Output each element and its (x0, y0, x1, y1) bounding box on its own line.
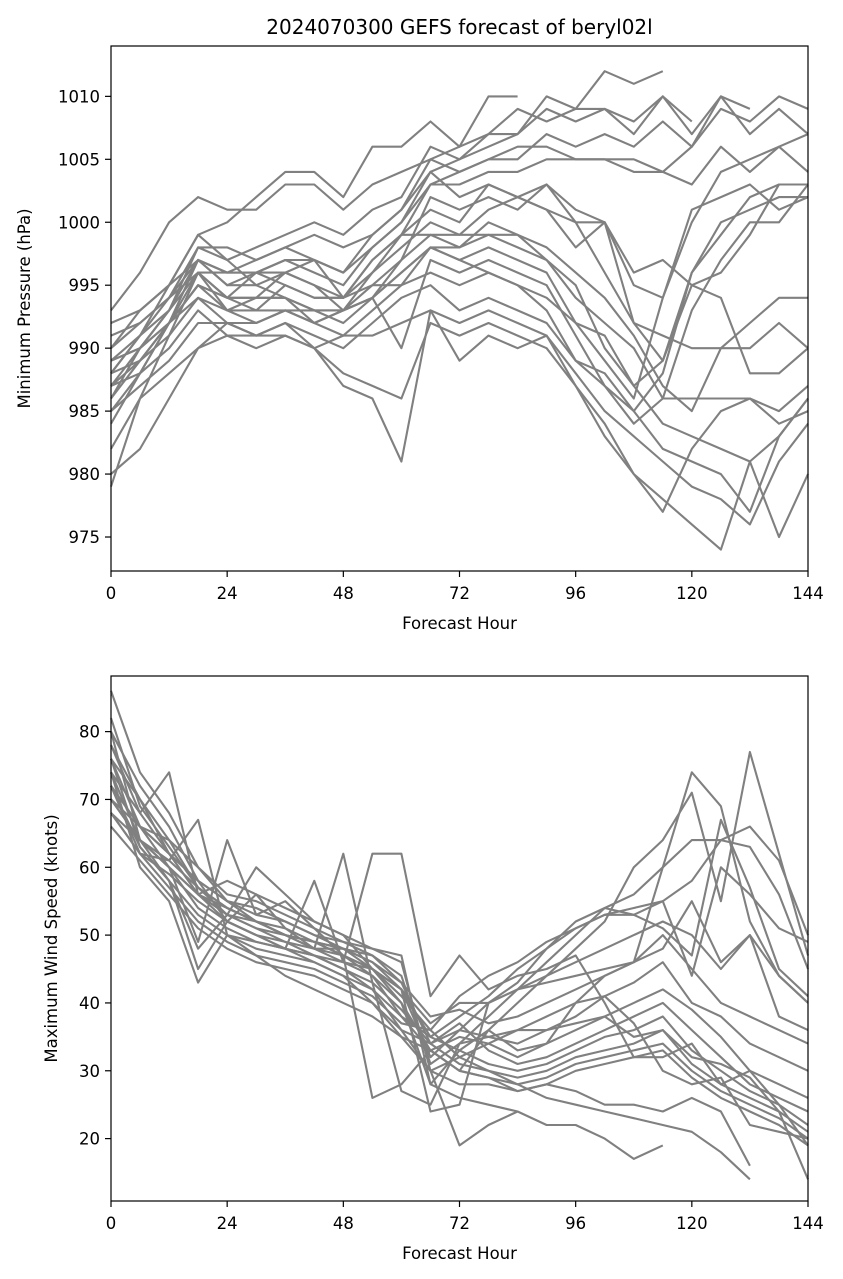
pressure-panel: 0 24 48 72 96 120 144 975 980 985 990 995 1000 1005 10… (15, 45, 824, 633)
pressure-y-tick-label: 975 (69, 528, 101, 547)
wind-x-axis-label: Forecast Hour (402, 1244, 517, 1263)
wind-x-tick-label: 48 (333, 1214, 354, 1233)
wind-y-tick-label: 30 (79, 1062, 100, 1081)
wind-member-line-15 (110, 785, 809, 1113)
pressure-member-line-18 (110, 309, 809, 551)
wind-member-line-12 (110, 758, 809, 1045)
pressure-y-tick-label: 995 (69, 276, 101, 295)
wind-y-axis-label: Maximum Wind Speed (knots) (42, 814, 61, 1062)
pressure-series-layer (110, 70, 809, 551)
wind-member-line-17 (110, 812, 809, 1133)
wind-member-line-18 (110, 825, 809, 1140)
wind-x-tick-label: 144 (792, 1214, 824, 1233)
wind-series-layer (109, 690, 810, 1181)
wind-x-tick-label: 120 (676, 1214, 708, 1233)
wind-y-tick-label: 70 (79, 790, 100, 809)
wind-x-tick-label: 96 (565, 1214, 586, 1233)
pressure-y-tick-label: 980 (69, 465, 101, 484)
pressure-x-tick-label: 48 (333, 584, 354, 603)
pressure-member-line-22 (110, 196, 808, 387)
pressure-x-tick-label: 0 (106, 584, 117, 603)
wind-member-line-22 (110, 785, 809, 1113)
pressure-x-tick-label: 24 (217, 584, 238, 603)
pressure-y-axis-label: Minimum Pressure (hPa) (15, 208, 34, 408)
chart-title: 2024070300 GEFS forecast of beryl02l (266, 15, 652, 39)
pressure-y-tick-label: 990 (69, 339, 101, 358)
wind-y-tick-label: 80 (79, 723, 100, 742)
pressure-axes-frame (110, 45, 809, 572)
pressure-y-tick-label: 985 (69, 402, 101, 421)
pressure-member-line-2 (110, 70, 664, 312)
wind-x-tick-label: 0 (106, 1214, 117, 1233)
wind-y-tick-label: 60 (79, 858, 100, 877)
wind-y-tick-label: 20 (79, 1130, 100, 1149)
pressure-x-tick-label: 72 (449, 584, 470, 603)
wind-x-tick-label: 24 (217, 1214, 238, 1233)
pressure-x-tick-label: 144 (792, 584, 824, 603)
wind-member-line-23 (109, 731, 809, 1140)
pressure-member-line-8 (110, 170, 808, 374)
pressure-ticks-layer: 0 24 48 72 96 120 144 975 980 985 990 995 1000 1005 10… (58, 87, 824, 603)
pressure-x-axis-label: Forecast Hour (402, 614, 517, 633)
wind-member-line-21 (110, 812, 809, 1147)
wind-member-line-20 (110, 758, 809, 1180)
pressure-x-tick-label: 120 (676, 584, 708, 603)
wind-member-line-2 (110, 731, 664, 1160)
pressure-y-tick-label: 1000 (58, 213, 100, 232)
wind-ticks-layer: 0 24 48 72 96 120 144 20 30 40 50 60 70 80 (79, 723, 824, 1233)
pressure-y-tick-label: 1010 (58, 87, 100, 106)
pressure-y-tick-label: 1005 (58, 150, 100, 169)
wind-axes-frame (110, 675, 809, 1202)
pressure-member-line-3 (110, 95, 751, 374)
wind-member-line-11 (110, 771, 809, 1032)
wind-x-tick-label: 72 (449, 1214, 470, 1233)
pressure-member-line-7 (110, 145, 809, 349)
pressure-member-line-17 (110, 321, 809, 513)
wind-panel: 0 24 48 72 96 120 144 20 30 40 50 60 70 80 Forecast H… (42, 675, 824, 1263)
wind-y-tick-label: 50 (79, 926, 100, 945)
pressure-x-tick-label: 96 (565, 584, 586, 603)
wind-y-tick-label: 40 (79, 994, 100, 1013)
